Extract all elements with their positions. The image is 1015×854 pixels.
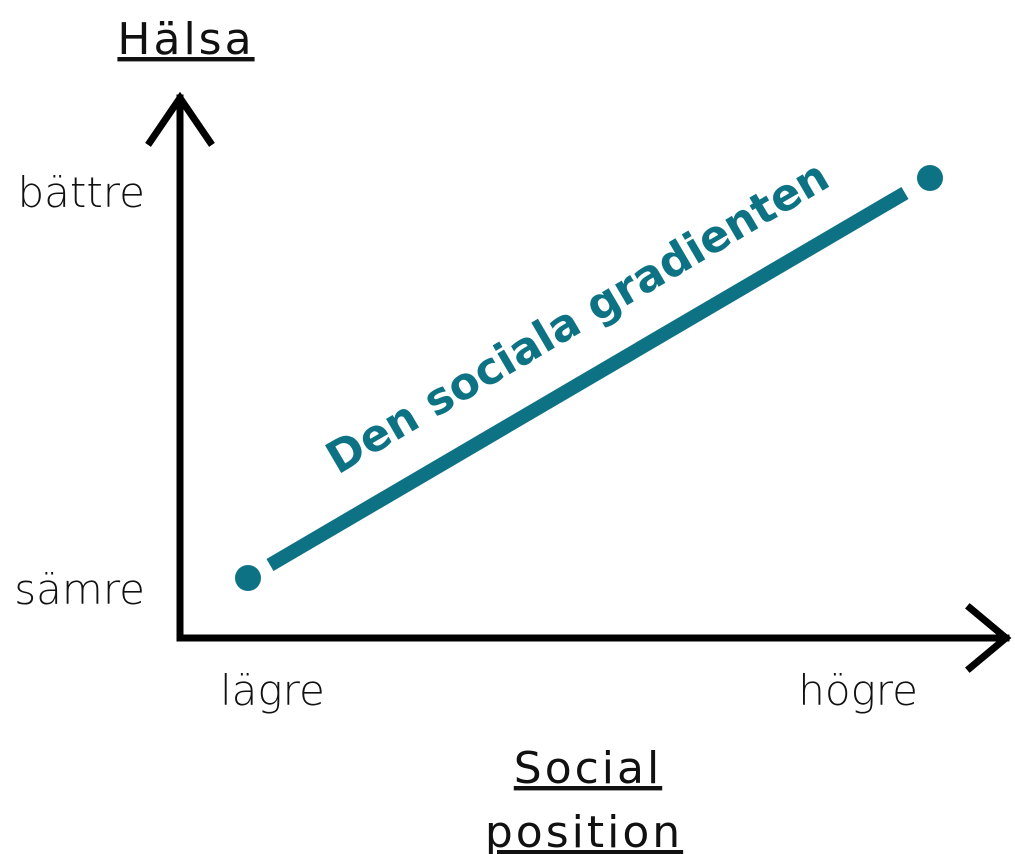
line-label: Den sociala gradienten [318, 150, 838, 484]
x-axis-title-line: Social [514, 743, 662, 794]
start-dot [235, 565, 261, 591]
y-low-label: sämre [14, 565, 145, 614]
x-low-label: lägre [220, 666, 325, 715]
axes [145, 91, 1012, 673]
y-high-label: bättre [17, 168, 145, 217]
x-high-label: högre [798, 666, 918, 715]
x-arrow [965, 603, 1012, 673]
y-arrow [145, 91, 215, 147]
gradient-line [266, 186, 909, 572]
y-axis-title: Hälsa [117, 14, 254, 65]
end-dot [917, 165, 943, 191]
x-axis-title-line: position [485, 807, 683, 854]
